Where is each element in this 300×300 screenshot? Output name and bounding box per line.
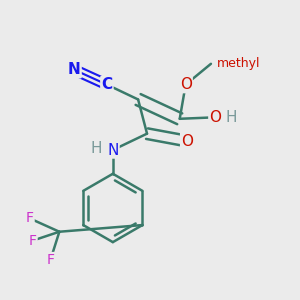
Text: N: N <box>107 142 118 158</box>
Text: H: H <box>91 141 102 156</box>
Text: N: N <box>68 62 81 77</box>
Text: F: F <box>46 253 54 267</box>
Text: O: O <box>181 134 193 148</box>
Text: C: C <box>101 77 112 92</box>
Text: H: H <box>226 110 238 125</box>
Text: O: O <box>209 110 221 125</box>
Text: F: F <box>26 212 34 225</box>
Text: O: O <box>180 77 192 92</box>
Text: methyl: methyl <box>217 57 260 70</box>
Text: F: F <box>28 234 37 248</box>
